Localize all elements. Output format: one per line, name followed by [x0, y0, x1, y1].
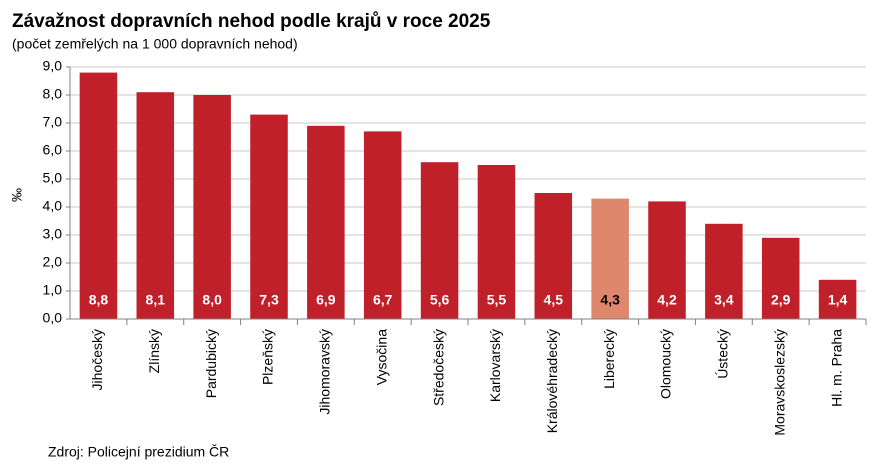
value-label: 8,1 — [146, 292, 166, 308]
x-tick-label: Plzeňský — [260, 329, 276, 385]
bar — [307, 125, 345, 319]
value-label: 5,5 — [487, 292, 507, 308]
x-tick-label: Jihočeský — [89, 329, 105, 390]
bar — [534, 193, 573, 319]
bar — [818, 279, 857, 319]
value-label: 4,5 — [544, 292, 564, 308]
y-tick-label: 9,0 — [43, 58, 63, 74]
value-label: 4,3 — [600, 292, 620, 308]
x-tick-label: Olomoucký — [658, 329, 674, 399]
bar — [761, 237, 800, 319]
y-tick-label: 4,0 — [43, 198, 63, 214]
x-tick-label: Hl. m. Praha — [828, 329, 844, 407]
x-tick-label: Jihomoravský — [317, 329, 333, 415]
x-tick-label: Pardubický — [203, 329, 219, 398]
bar — [79, 72, 118, 319]
value-label: 5,6 — [430, 292, 450, 308]
bar — [136, 92, 175, 319]
x-tick-label: Vysočina — [373, 329, 389, 386]
bar — [420, 162, 459, 319]
y-tick-label: 2,0 — [43, 254, 63, 270]
y-tick-label: 1,0 — [43, 282, 63, 298]
x-tick-label: Ústecký — [715, 329, 731, 379]
x-tick-label: Karlovarský — [487, 329, 503, 402]
y-tick-label: 7,0 — [43, 114, 63, 130]
y-tick-label: 8,0 — [43, 86, 63, 102]
x-tick-label: Královéhradecký — [544, 329, 560, 433]
value-label: 6,7 — [373, 292, 393, 308]
value-label: 6,9 — [316, 292, 336, 308]
y-tick-label: 0,0 — [43, 310, 63, 326]
bar — [591, 198, 629, 319]
value-label: 4,2 — [657, 292, 677, 308]
value-label: 7,3 — [259, 292, 279, 308]
chart-subtitle: (počet zemřelých na 1 000 dopravních neh… — [12, 36, 298, 52]
value-label: 2,9 — [771, 292, 791, 308]
bar — [363, 131, 402, 319]
y-tick-label: 3,0 — [43, 226, 63, 242]
source: Zdroj: Policejní prezidium ČR — [48, 444, 229, 460]
bar — [705, 223, 743, 319]
value-label: 3,4 — [714, 292, 734, 308]
bar — [250, 114, 288, 319]
bar — [193, 95, 231, 319]
y-axis-label: ‰ — [9, 188, 25, 202]
y-tick-label: 6,0 — [43, 142, 63, 158]
value-label: 8,0 — [202, 292, 222, 308]
value-label: 1,4 — [828, 292, 848, 308]
x-tick-label: Středočeský — [430, 329, 446, 406]
x-tick-label: Liberecký — [601, 329, 617, 389]
value-label: 8,8 — [89, 292, 109, 308]
x-tick-label: Moravskoslezský — [771, 329, 787, 436]
chart-title: Závažnost dopravních nehod podle krajů v… — [12, 11, 491, 32]
y-tick-label: 5,0 — [43, 170, 63, 186]
x-tick-label: Zlínský — [146, 329, 162, 373]
bar — [648, 201, 686, 319]
bar — [477, 165, 516, 319]
